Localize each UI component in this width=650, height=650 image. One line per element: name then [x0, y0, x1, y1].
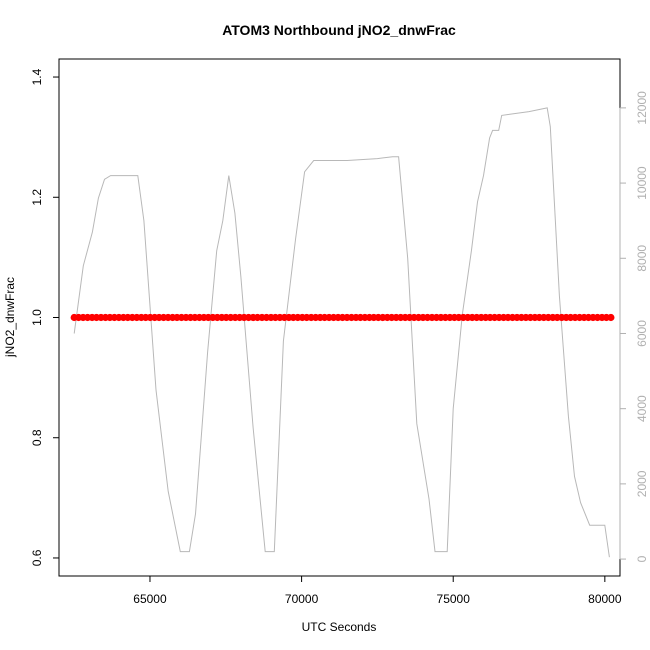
- y-axis-left: 0.6 0.8 1.0 1.2 1.4: [30, 68, 59, 566]
- y-tick-label: 1.4: [30, 68, 44, 85]
- y-tick-label: 1.2: [30, 189, 44, 206]
- y2-tick-label: 12000: [635, 91, 649, 125]
- grey-series-line: [73, 107, 610, 558]
- y2-tick-label: 4000: [635, 395, 649, 422]
- y2-tick-label: 8000: [635, 245, 649, 272]
- grey-series: [73, 107, 610, 558]
- y2-tick-label: 0: [635, 555, 649, 562]
- y-tick-label: 1.0: [30, 309, 44, 326]
- y-axis-right: 0 2000 4000 6000 8000 10000 12000: [619, 91, 649, 562]
- x-axis: 65000 70000 75000 80000: [133, 576, 622, 606]
- y2-tick-label: 2000: [635, 470, 649, 497]
- x-tick-label: 75000: [437, 592, 471, 606]
- x-tick-label: 65000: [133, 592, 167, 606]
- y-tick-label: 0.6: [30, 549, 44, 566]
- red-series: [70, 313, 615, 322]
- x-tick-label: 70000: [285, 592, 319, 606]
- chart-title: ATOM3 Northbound jNO2_dnwFrac: [222, 22, 456, 38]
- red-series-point: [607, 313, 615, 322]
- y-axis-label: jNO2_dnwFrac: [3, 277, 17, 358]
- y2-tick-label: 6000: [635, 320, 649, 347]
- x-tick-label: 80000: [588, 592, 622, 606]
- y-tick-label: 0.8: [30, 429, 44, 446]
- x-axis-label: UTC Seconds: [302, 620, 377, 634]
- y2-tick-label: 10000: [635, 166, 649, 200]
